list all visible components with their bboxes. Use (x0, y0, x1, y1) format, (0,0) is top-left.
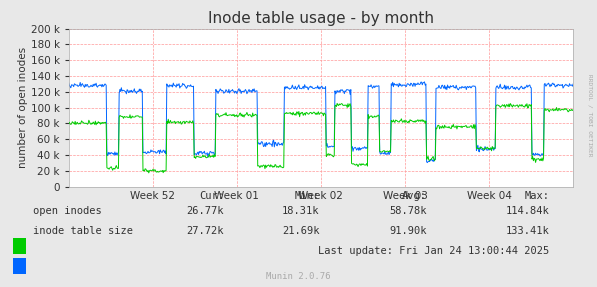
Text: 21.69k: 21.69k (282, 226, 319, 236)
Text: RRDTOOL / TOBI OETIKER: RRDTOOL / TOBI OETIKER (587, 73, 592, 156)
Bar (13, 258, 26, 274)
Bar (13, 238, 26, 254)
Text: Max:: Max: (524, 191, 549, 201)
Text: Cur:: Cur: (199, 191, 224, 201)
Text: Last update: Fri Jan 24 13:00:44 2025: Last update: Fri Jan 24 13:00:44 2025 (318, 246, 549, 256)
Text: open inodes: open inodes (33, 206, 102, 216)
Text: 114.84k: 114.84k (506, 206, 549, 216)
Text: 58.78k: 58.78k (389, 206, 427, 216)
Text: 18.31k: 18.31k (282, 206, 319, 216)
Text: Min:: Min: (294, 191, 319, 201)
Text: 133.41k: 133.41k (506, 226, 549, 236)
Text: Munin 2.0.76: Munin 2.0.76 (266, 272, 331, 281)
Text: Avg:: Avg: (402, 191, 427, 201)
Y-axis label: number of open inodes: number of open inodes (18, 47, 27, 168)
Text: 27.72k: 27.72k (186, 226, 224, 236)
Text: 91.90k: 91.90k (389, 226, 427, 236)
Title: Inode table usage - by month: Inode table usage - by month (208, 11, 434, 26)
Text: 26.77k: 26.77k (186, 206, 224, 216)
Text: inode table size: inode table size (33, 226, 134, 236)
